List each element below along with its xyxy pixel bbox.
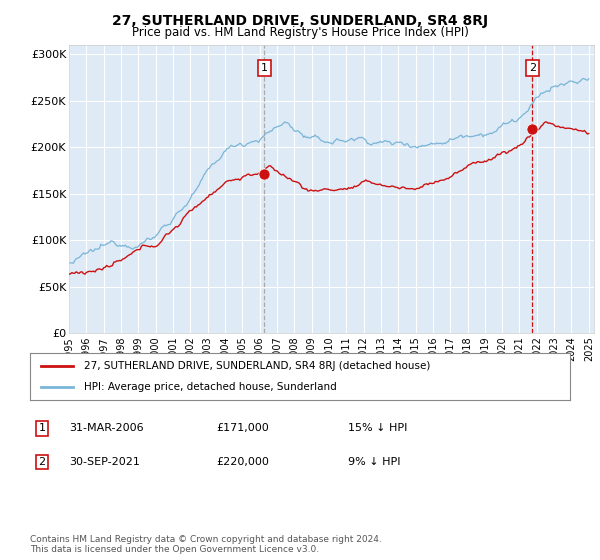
- Text: 27, SUTHERLAND DRIVE, SUNDERLAND, SR4 8RJ: 27, SUTHERLAND DRIVE, SUNDERLAND, SR4 8R…: [112, 14, 488, 28]
- Text: Contains HM Land Registry data © Crown copyright and database right 2024.
This d: Contains HM Land Registry data © Crown c…: [30, 535, 382, 554]
- Text: 30-SEP-2021: 30-SEP-2021: [69, 457, 140, 467]
- Text: 1: 1: [261, 63, 268, 73]
- Text: 31-MAR-2006: 31-MAR-2006: [69, 423, 143, 433]
- Text: Price paid vs. HM Land Registry's House Price Index (HPI): Price paid vs. HM Land Registry's House …: [131, 26, 469, 39]
- Text: 1: 1: [38, 423, 46, 433]
- Text: 27, SUTHERLAND DRIVE, SUNDERLAND, SR4 8RJ (detached house): 27, SUTHERLAND DRIVE, SUNDERLAND, SR4 8R…: [84, 361, 430, 371]
- Text: £220,000: £220,000: [216, 457, 269, 467]
- Text: 15% ↓ HPI: 15% ↓ HPI: [348, 423, 407, 433]
- Text: 9% ↓ HPI: 9% ↓ HPI: [348, 457, 401, 467]
- Text: £171,000: £171,000: [216, 423, 269, 433]
- Text: 2: 2: [529, 63, 536, 73]
- Text: HPI: Average price, detached house, Sunderland: HPI: Average price, detached house, Sund…: [84, 382, 337, 392]
- Text: 2: 2: [38, 457, 46, 467]
